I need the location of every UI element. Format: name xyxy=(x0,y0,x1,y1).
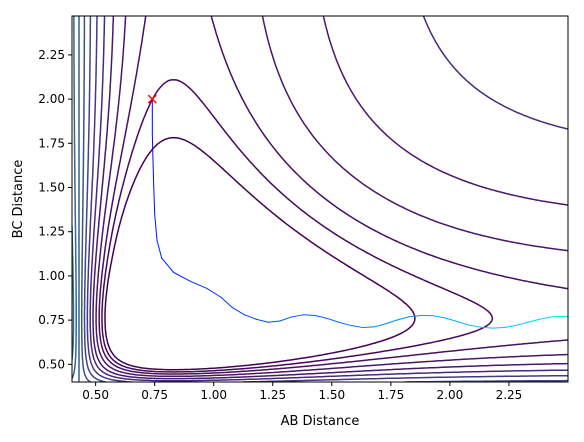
x-tick-label: 1.25 xyxy=(259,388,286,402)
x-tick-label: 1.00 xyxy=(200,388,227,402)
x-tick-label: 2.00 xyxy=(437,388,464,402)
x-tick-label: 2.25 xyxy=(496,388,523,402)
x-axis-label: AB Distance xyxy=(281,414,360,429)
trajectory-segment xyxy=(492,328,504,329)
y-tick-label: 1.00 xyxy=(38,269,65,283)
x-tick-label: 0.50 xyxy=(82,388,109,402)
y-tick-label: 0.75 xyxy=(38,313,65,327)
y-axis-label: BC Distance xyxy=(11,160,26,239)
y-tick-label: 1.25 xyxy=(38,225,65,239)
x-tick-label: 1.75 xyxy=(377,388,404,402)
trajectory-segment xyxy=(363,327,375,328)
x-tick-label: 0.75 xyxy=(141,388,168,402)
trajectory-segment xyxy=(303,315,315,316)
x-tick-label: 1.50 xyxy=(318,388,345,402)
y-tick-label: 0.50 xyxy=(38,357,65,371)
y-tick-label: 2.00 xyxy=(38,92,65,106)
y-tick-label: 1.75 xyxy=(38,136,65,150)
y-tick-label: 2.25 xyxy=(38,48,65,62)
y-tick-label: 1.50 xyxy=(38,181,65,195)
trajectory-segment xyxy=(551,316,563,317)
